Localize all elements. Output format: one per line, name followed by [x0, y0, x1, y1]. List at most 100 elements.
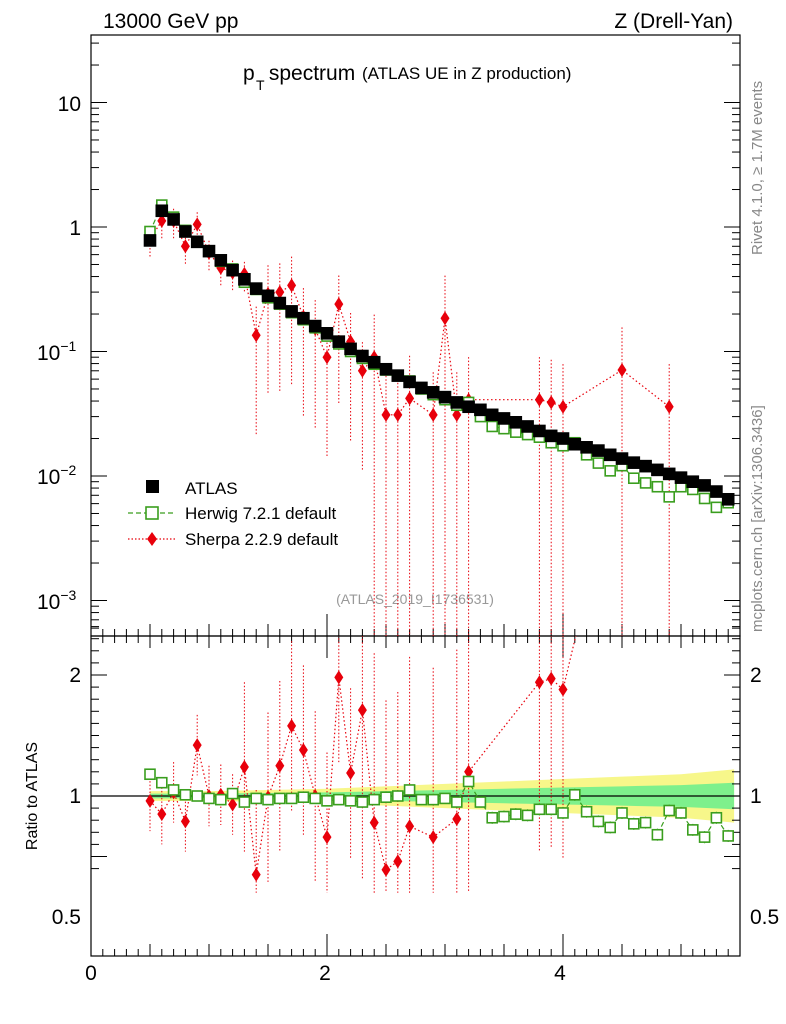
atlas-point: [285, 305, 298, 318]
herwig-point: [663, 491, 676, 503]
ratio-herwig-point: [403, 784, 416, 796]
ratio-herwig-point: [321, 795, 333, 807]
herwig-point: [604, 465, 617, 477]
ratio-herwig-point: [262, 793, 274, 806]
ratio-herwig-point: [580, 805, 593, 818]
ratio-sherpa-line: [149, 636, 577, 875]
atlas-point: [202, 244, 216, 258]
atlas-point: [155, 204, 169, 218]
sherpa-point: [357, 363, 367, 378]
x-tick-2: 2: [319, 962, 331, 985]
ratio-herwig-point: [191, 790, 203, 802]
ratio-herwig-point: [450, 796, 463, 808]
atlas-point: [662, 467, 676, 481]
ratio-herwig-point: [439, 792, 451, 805]
atlas-point: [379, 362, 393, 376]
sherpa-point: [440, 311, 450, 326]
sherpa-point: [157, 213, 167, 228]
header-left: 13000 GeV pp: [103, 10, 238, 33]
main-y-tick-labels: 10 1: [58, 93, 81, 240]
atlas-point: [556, 432, 570, 445]
ratio-sherpa-point: [381, 862, 391, 877]
header-right: Z (Drell-Yan): [614, 10, 733, 33]
sherpa-point: [381, 407, 391, 422]
y-tick-label-1e-2: 10−2: [37, 462, 77, 489]
herwig-point: [698, 492, 711, 505]
atlas-point: [320, 327, 334, 340]
herwig-point: [651, 480, 664, 493]
title-word: spectrum: [263, 62, 355, 85]
ratio-herwig-point: [592, 815, 605, 828]
atlas-point: [344, 342, 357, 356]
ratio-sherpa-point: [357, 703, 367, 718]
atlas-point: [580, 441, 593, 454]
atlas-point: [226, 263, 239, 277]
sherpa-point: [534, 392, 544, 407]
ratio-y-tick-labels-right: 2 1 0.5: [750, 664, 779, 929]
atlas-point: [710, 485, 723, 498]
ratio-herwig-point: [368, 793, 381, 806]
ratio-herwig-point: [344, 795, 357, 807]
ratio-herwig-point: [639, 816, 652, 829]
rivet-label: Rivet 4.1.0, ≥ 1.7M events: [749, 81, 766, 255]
atlas-point: [603, 448, 617, 462]
ratio-sherpa-point: [464, 764, 474, 779]
ratio-herwig-point: [698, 831, 711, 843]
herwig-point: [509, 426, 522, 438]
ratio-herwig-point: [474, 796, 487, 808]
sherpa-point: [617, 363, 627, 378]
ratio-sherpa-point: [192, 738, 202, 753]
sherpa-point: [546, 395, 556, 410]
x-tick-4: 4: [554, 962, 566, 985]
ratio-sherpa-point: [334, 670, 344, 685]
ratio-herwig-point: [226, 787, 239, 800]
ratio-herwig-point: [238, 796, 251, 808]
plot-title: p T spectrum (ATLAS UE in Z production): [243, 62, 571, 93]
ratio-sherpa-point: [287, 718, 297, 733]
ratio-herwig-point: [309, 792, 322, 805]
atlas-point: [190, 235, 204, 249]
ratio-y-tick-05: 0.5: [52, 906, 81, 929]
ratio-sherpa-point: [298, 743, 308, 758]
ratio-herwig-point: [521, 809, 534, 822]
atlas-point: [391, 369, 405, 382]
herwig-point: [710, 501, 723, 514]
ratio-herwig-point: [215, 793, 227, 806]
atlas-point: [238, 273, 251, 286]
atlas-point: [462, 400, 475, 414]
ratio-herwig-point: [356, 796, 369, 808]
sherpa-point: [192, 217, 202, 232]
atlas-point: [356, 349, 369, 363]
atlas-point: [698, 479, 711, 492]
herwig-point: [486, 420, 499, 433]
atlas-point: [615, 452, 629, 465]
ratio-sherpa-point: [251, 867, 261, 882]
ratio-herwig-point: [203, 792, 215, 805]
sherpa-point: [664, 399, 674, 414]
sherpa-point: [287, 278, 297, 293]
ratio-herwig-point: [509, 808, 522, 820]
atlas-point: [179, 225, 192, 238]
atlas-point: [533, 424, 546, 438]
atlas-point: [297, 311, 310, 325]
ratio-sherpa-point: [393, 854, 403, 869]
legend: ATLAS Herwig 7.2.1 default Sherpa 2.2.9 …: [128, 479, 338, 549]
atlas-point: [450, 396, 464, 409]
herwig-point: [592, 457, 605, 469]
ratio-herwig-point: [710, 811, 723, 824]
sherpa-point: [393, 407, 403, 422]
ratio-herwig-point: [250, 792, 262, 805]
ratio-herwig-point: [686, 824, 699, 836]
ratio-sherpa-point: [228, 797, 238, 812]
ratio-herwig-point: [285, 792, 298, 805]
atlas-point: [497, 412, 511, 425]
ratio-sherpa-point: [405, 819, 415, 834]
atlas-point: [403, 375, 416, 389]
ratio-sherpa-point: [322, 830, 332, 845]
atlas-point: [686, 475, 700, 488]
ratio-y-tick-1-right: 1: [750, 785, 762, 808]
ratio-sherpa-point: [157, 807, 167, 822]
legend-herwig-label: Herwig 7.2.1 default: [185, 504, 336, 523]
herwig-point: [498, 422, 510, 435]
